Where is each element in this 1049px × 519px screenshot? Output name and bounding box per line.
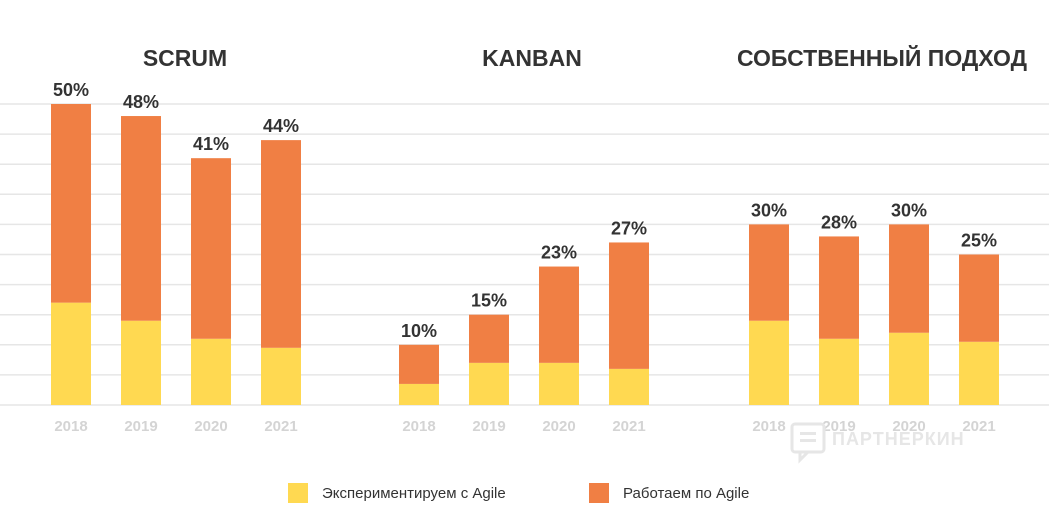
- legend-swatch-working: [589, 483, 609, 503]
- x-tick-label: 2020: [892, 418, 925, 435]
- value-label: 15%: [471, 291, 507, 311]
- legend-label-working: Работаем по Agile: [623, 485, 749, 502]
- bar-segment-working: [609, 242, 649, 369]
- x-tick-label: 2021: [264, 418, 297, 435]
- bar-segment-experimenting: [469, 362, 509, 405]
- labels: SCRUM 50% 2018 48% 2019 41% 2020 44% 2021 KANBAN 1…: [53, 44, 1027, 435]
- x-tick-label: 2020: [542, 418, 575, 435]
- value-label: 41%: [193, 134, 229, 154]
- bar-segment-experimenting: [399, 383, 439, 405]
- value-label: 30%: [891, 200, 927, 220]
- value-label: 30%: [751, 200, 787, 220]
- x-tick-label: 2019: [822, 418, 855, 435]
- bar-segment-working: [749, 224, 789, 321]
- legend-label-experimenting: Экспериментируем с Agile: [322, 485, 506, 502]
- x-tick-label: 2021: [612, 418, 645, 435]
- bar-segment-working: [51, 104, 91, 303]
- legend-item-experimenting: Экспериментируем с Agile: [288, 483, 506, 503]
- value-label: 23%: [541, 243, 577, 263]
- value-label: 25%: [961, 231, 997, 251]
- value-label: 27%: [611, 218, 647, 238]
- bar-segment-experimenting: [609, 368, 649, 405]
- bar-segment-working: [191, 158, 231, 339]
- bar-segment-working: [819, 236, 859, 339]
- watermark: ПАРТНЕРКИН: [790, 422, 965, 464]
- gridlines: [0, 103, 1049, 406]
- bar-segment-experimenting: [959, 341, 999, 405]
- bar-segment-working: [399, 344, 439, 384]
- bar-segment-experimenting: [51, 302, 91, 405]
- bar-segment-working: [121, 116, 161, 321]
- group-title: KANBAN: [482, 45, 582, 71]
- bar-segment-experimenting: [749, 320, 789, 405]
- bar-segment-working: [889, 224, 929, 333]
- bar-segment-experimenting: [889, 332, 929, 405]
- bar-segment-working: [261, 140, 301, 348]
- x-tick-label: 2018: [54, 418, 87, 435]
- bar-segment-experimenting: [819, 338, 859, 405]
- bar-segment-experimenting: [539, 362, 579, 405]
- x-tick-label: 2019: [472, 418, 505, 435]
- bar-segment-working: [539, 266, 579, 363]
- watermark-text: ПАРТНЕРКИН: [832, 429, 965, 449]
- value-label: 44%: [263, 116, 299, 136]
- legend: Экспериментируем с Agile Работаем по Agi…: [288, 483, 749, 503]
- x-tick-label: 2020: [194, 418, 227, 435]
- bars: [51, 104, 999, 405]
- bar-segment-working: [469, 314, 509, 363]
- value-label: 50%: [53, 80, 89, 100]
- group-title: СОБСТВЕННЫЙ ПОДХОД: [737, 44, 1027, 71]
- x-tick-label: 2021: [962, 418, 995, 435]
- x-tick-label: 2019: [124, 418, 157, 435]
- bar-segment-working: [959, 254, 999, 342]
- value-label: 28%: [821, 212, 857, 232]
- bar-segment-experimenting: [261, 347, 301, 405]
- value-label: 48%: [123, 92, 159, 112]
- legend-swatch-experimenting: [288, 483, 308, 503]
- group-title: SCRUM: [143, 45, 227, 71]
- legend-item-working: Работаем по Agile: [589, 483, 749, 503]
- bar-segment-experimenting: [191, 338, 231, 405]
- x-tick-label: 2018: [752, 418, 785, 435]
- watermark-logo-icon: [790, 422, 826, 464]
- x-tick-label: 2018: [402, 418, 435, 435]
- bar-segment-experimenting: [121, 320, 161, 405]
- value-label: 10%: [401, 321, 437, 341]
